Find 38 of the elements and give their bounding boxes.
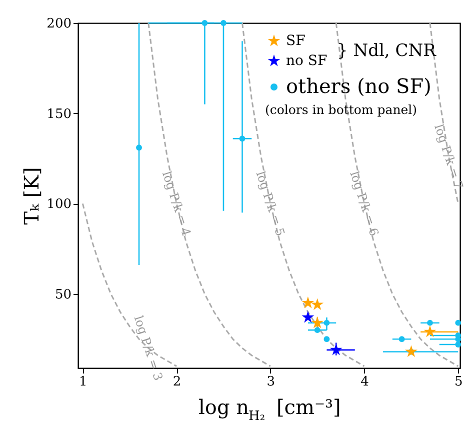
point xyxy=(239,136,246,142)
point xyxy=(302,310,314,323)
annotation: log P/k = 5 xyxy=(253,169,288,238)
point xyxy=(424,325,436,338)
point xyxy=(455,320,462,326)
x-tick-label: 1 xyxy=(79,374,88,390)
point xyxy=(136,144,142,151)
point xyxy=(311,298,324,310)
annotation: (colors in bottom panel) xyxy=(265,102,418,117)
x-tick-label: 5 xyxy=(454,374,463,390)
point xyxy=(455,342,462,348)
annotation: log P/k = 4 xyxy=(160,169,194,238)
x-tick-label: 3 xyxy=(266,374,276,390)
y-tick-label: 50 xyxy=(54,287,72,302)
point xyxy=(330,343,342,356)
point xyxy=(220,20,226,26)
legend-label: others (no SF) xyxy=(286,74,432,98)
point xyxy=(324,320,330,326)
y-tick-label: 150 xyxy=(46,106,72,122)
annotation: log P/k = 3 xyxy=(131,314,166,382)
point xyxy=(324,336,330,342)
point xyxy=(311,316,324,328)
x-tick-label: 2 xyxy=(172,374,182,390)
y-tick-label: 200 xyxy=(46,16,72,32)
point xyxy=(202,20,208,26)
point xyxy=(302,296,314,308)
annotation: } Ndl, CNR xyxy=(337,41,438,61)
annotation: log P/k = 7 xyxy=(432,122,466,191)
y-axis-title: Tₖ [K] xyxy=(20,167,44,225)
point xyxy=(398,336,405,342)
point xyxy=(314,327,320,334)
legend-label: SF xyxy=(286,33,306,49)
point xyxy=(427,320,433,326)
point xyxy=(404,345,418,358)
y-tick-label: 100 xyxy=(46,197,72,212)
annotation: log P/k = 6 xyxy=(347,169,382,238)
legend-label: no SF xyxy=(286,53,328,69)
x-tick-label: 4 xyxy=(360,374,369,390)
